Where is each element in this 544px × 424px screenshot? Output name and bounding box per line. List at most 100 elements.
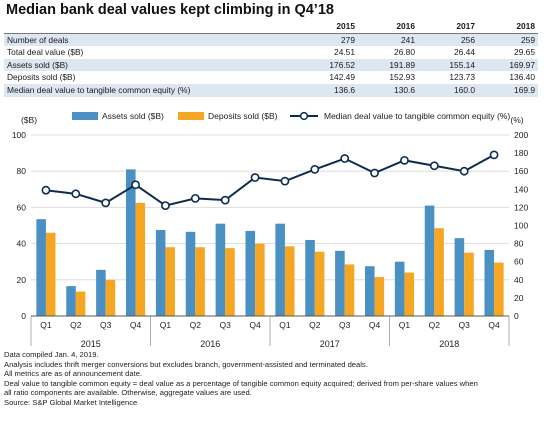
median-point [71, 189, 81, 199]
median-point [220, 195, 230, 205]
y-right-tick-label: 200 [514, 130, 528, 140]
table-cell: 191.89 [358, 58, 418, 72]
median-point [190, 193, 200, 203]
y-left-tick-label: 100 [12, 130, 26, 140]
table-cell: 24.51 [334, 47, 355, 58]
bar-assets-sold [305, 239, 315, 316]
median-line [45, 154, 495, 207]
median-point [459, 166, 469, 176]
table-cell: 279 [298, 33, 358, 47]
y-right-tick-label: 20 [514, 293, 524, 303]
summary-table: 2015 2016 2017 2018 Number of deals 279 … [4, 20, 538, 97]
bar-assets-sold [36, 219, 46, 316]
y-right-axis-label: (%) [510, 115, 523, 125]
bar-deposits-sold [314, 251, 325, 316]
bar-deposits-sold [374, 277, 385, 316]
table-row: Total deal value ($B) 24.51 26.80 26.44 … [4, 46, 538, 59]
bar-deposits-sold [105, 279, 116, 316]
legend-swatch-assets [72, 112, 98, 120]
x-tick-label: Q2 [309, 320, 321, 330]
row-label: Median deal value to tangible common equ… [4, 83, 298, 97]
row-label: Assets sold ($B) [4, 58, 298, 72]
x-tick-label: Q1 [279, 320, 291, 330]
x-tick-label: Q3 [459, 320, 471, 330]
median-point [131, 180, 140, 190]
footnote: Source: S&P Global Market Intelligence [4, 397, 138, 407]
table-cell: 169.97 [478, 58, 538, 72]
legend-swatch-deposits [178, 112, 204, 120]
legend-label-assets: Assets sold ($B) [102, 111, 164, 121]
footnote: All metrics are as of announcement date. [4, 369, 143, 379]
y-right-tick-label: 100 [514, 221, 528, 231]
median-point [489, 150, 499, 160]
bar-assets-sold [155, 230, 166, 316]
x-tick-label: Q2 [70, 320, 82, 330]
x-tick-label: Q1 [160, 320, 172, 330]
footnote: all ratio components are available. Othe… [4, 388, 252, 398]
median-point [370, 168, 379, 178]
y-right-tick-label: 120 [514, 202, 528, 212]
y-right-tick-label: 0 [514, 311, 519, 321]
y-right-tick-label: 160 [514, 166, 528, 176]
x-tick-label: Q3 [100, 320, 112, 330]
y-left-tick-label: 20 [17, 275, 27, 285]
table-row: Number of deals 279 241 256 259 [4, 33, 538, 47]
x-tick-label: Q2 [429, 320, 441, 330]
table-cell: 169.9 [478, 83, 538, 97]
table-row: Median deal value to tangible common equ… [4, 83, 538, 97]
bar-assets-sold [454, 238, 465, 316]
table-cell: 160.0 [418, 83, 478, 97]
table-cell: 259 [478, 33, 538, 47]
x-tick-label: Q1 [399, 320, 411, 330]
bar-deposits-sold [464, 252, 474, 316]
bar-assets-sold [215, 223, 226, 316]
bar-deposits-sold [45, 232, 56, 316]
y-right-tick-label: 40 [514, 275, 524, 285]
table-cell: 26.44 [454, 47, 475, 58]
bar-assets-sold [66, 286, 76, 316]
table-cell: 136.6 [298, 83, 358, 97]
year-label: 2017 [320, 339, 340, 349]
bar-assets-sold [96, 269, 106, 316]
bar-deposits-sold [75, 291, 86, 316]
table-row: Assets sold ($B) 176.52 191.89 155.14 16… [4, 58, 538, 72]
page-title: Median bank deal values kept climbing in… [6, 2, 334, 18]
bar-deposits-sold [135, 202, 146, 316]
bar-assets-sold [365, 266, 375, 316]
table-cell: 256 [418, 33, 478, 47]
table-header-label [4, 20, 298, 34]
year-label: 2018 [439, 339, 459, 349]
y-right-tick-label: 140 [514, 184, 528, 194]
y-left-tick-label: 60 [17, 202, 27, 212]
footnote: Analysis includes thrift merger conversi… [4, 359, 368, 369]
bar-deposits-sold [344, 264, 355, 316]
table-header-row: 2015 2016 2017 2018 [4, 20, 538, 34]
median-point [340, 154, 350, 163]
table-cell: 26.80 [394, 47, 415, 58]
x-tick-label: Q1 [40, 320, 52, 330]
footnotes: Data compiled Jan. 4, 2019. Analysis inc… [4, 350, 540, 408]
legend-label-deposits: Deposits sold ($B) [208, 111, 278, 121]
table-row: Deposits sold ($B) 142.49 152.93 123.73 … [4, 71, 538, 84]
median-point [250, 173, 260, 182]
median-point [280, 176, 290, 186]
row-label: Total deal value ($B) [7, 47, 84, 58]
median-point [429, 161, 439, 171]
bar-deposits-sold [434, 228, 444, 316]
table-cell: 130.6 [358, 83, 418, 97]
bar-assets-sold [335, 250, 345, 316]
y-right-tick-label: 80 [514, 239, 524, 249]
bar-assets-sold [185, 231, 196, 316]
legend-label-median: Median deal value to tangible common equ… [324, 111, 510, 121]
bar-assets-sold [484, 249, 495, 316]
bar-assets-sold [424, 205, 435, 316]
table-header-year: 2018 [478, 20, 538, 34]
footnote: Deal value to tangible common equity = d… [4, 378, 478, 388]
x-tick-label: Q4 [249, 320, 261, 330]
table-header-year: 2015 [298, 20, 358, 34]
median-point [101, 198, 111, 208]
table-cell: 241 [358, 33, 418, 47]
y-right-tick-label: 180 [514, 148, 528, 158]
x-tick-label: Q4 [488, 320, 500, 330]
bar-deposits-sold [494, 262, 504, 316]
